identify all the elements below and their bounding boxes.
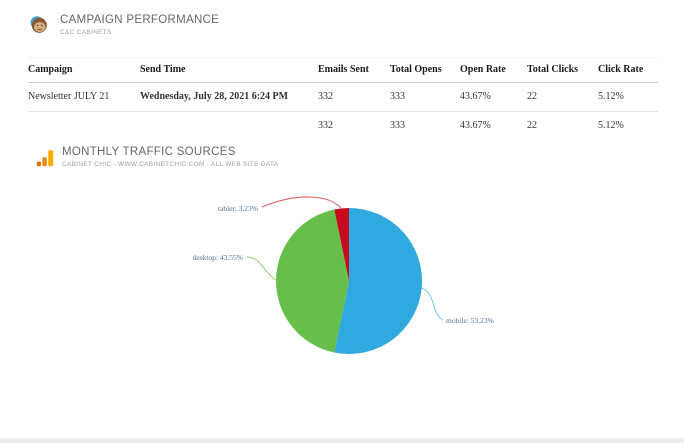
pie-slice-mobile xyxy=(334,208,423,354)
pie-label-tablet: tablet: 3.23% xyxy=(218,204,258,213)
cell-total-clicks: 22 xyxy=(527,91,537,102)
table-header-row: Campaign Send Time Emails Sent Total Ope… xyxy=(28,57,658,83)
col-header-open-rate: Open Rate xyxy=(460,64,506,75)
table-totals-row: 332 333 43.67% 22 5.12% xyxy=(28,112,658,140)
pie-chart: mobile: 53.23% desktop: 43.55% tablet: 3.2… xyxy=(193,196,494,354)
pie-callout-line-tablet xyxy=(261,196,342,209)
pie-label-desktop: desktop: 43.55% xyxy=(193,253,243,262)
campaign-performance-subtitle: C&C CABINETS xyxy=(60,29,112,36)
pie-slice-tablet xyxy=(334,208,349,281)
google-analytics-icon xyxy=(36,149,54,167)
pie-label-mobile: mobile: 53.23% xyxy=(446,316,494,325)
cell-campaign: Newsletter JULY 21 xyxy=(28,91,110,102)
col-header-emails-sent: Emails Sent xyxy=(318,64,369,75)
traffic-pie-chart-area: mobile: 53.23% desktop: 43.55% tablet: 3.2… xyxy=(0,190,684,443)
cell-click-rate: 5.12% xyxy=(598,91,624,102)
campaign-table: Campaign Send Time Emails Sent Total Ope… xyxy=(28,57,658,140)
mailchimp-icon xyxy=(29,15,48,34)
traffic-sources-title: MONTHLY TRAFFIC SOURCES xyxy=(62,146,236,158)
pie-callout-line-desktop xyxy=(246,256,277,281)
cell-send-time: Wednesday, July 28, 2021 6:24 PM xyxy=(140,91,289,102)
traffic-sources-header: MONTHLY TRAFFIC SOURCES CABINET CHIC - W… xyxy=(62,146,278,168)
totals-total-clicks: 22 xyxy=(527,120,537,131)
cell-open-rate: 43.67% xyxy=(460,91,491,102)
col-header-total-opens: Total Opens xyxy=(390,64,442,75)
campaign-performance-title: CAMPAIGN PERFORMANCE xyxy=(60,14,220,26)
col-header-campaign: Campaign xyxy=(28,64,73,75)
col-header-click-rate: Click Rate xyxy=(598,64,644,75)
traffic-sources-subtitle: CABINET CHIC - WWW.CABINETCHIC.COM - ALL… xyxy=(62,161,279,168)
col-header-send-time: Send Time xyxy=(140,64,186,75)
totals-click-rate: 5.12% xyxy=(598,120,624,131)
totals-emails-sent: 332 xyxy=(318,120,333,131)
totals-total-opens: 333 xyxy=(390,120,405,131)
campaign-performance-header: CAMPAIGN PERFORMANCE C&C CABINETS xyxy=(60,14,219,36)
totals-open-rate: 43.67% xyxy=(460,120,491,131)
col-header-total-clicks: Total Clicks xyxy=(527,64,579,75)
table-row: Newsletter JULY 21 Wednesday, July 28, 2… xyxy=(28,83,658,112)
pie-slice-desktop xyxy=(276,209,349,353)
cell-total-opens: 333 xyxy=(390,91,405,102)
cell-emails-sent: 332 xyxy=(318,91,333,102)
page-bottom-edge xyxy=(0,438,684,443)
pie-callout-line-mobile xyxy=(421,287,444,321)
